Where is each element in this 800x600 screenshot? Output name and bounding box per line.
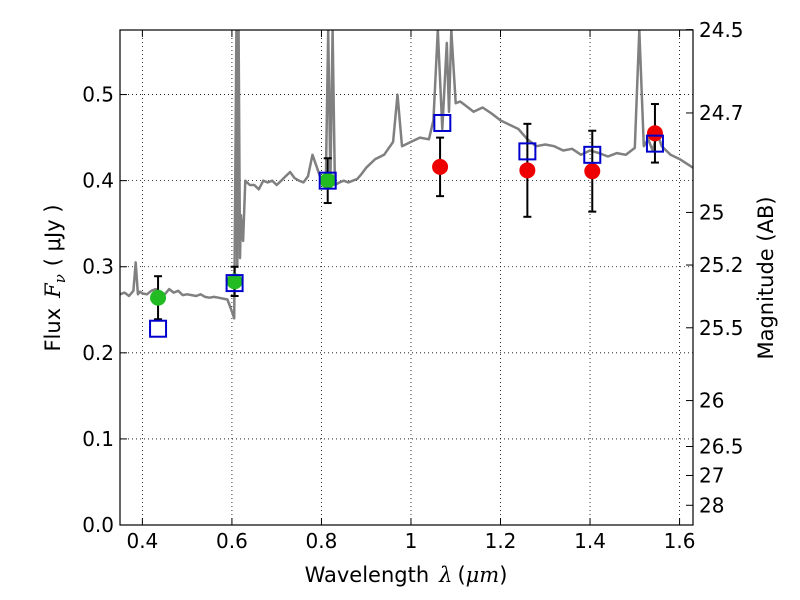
x-tick-label: 1.2 bbox=[485, 529, 517, 553]
y-tick-label: 0.3 bbox=[82, 255, 114, 279]
ticks bbox=[120, 29, 693, 526]
y-tick-label: 0.1 bbox=[82, 427, 114, 451]
x-tick-label: 0.4 bbox=[126, 529, 158, 553]
plot-area bbox=[120, 30, 693, 525]
right-tick-label: 25.5 bbox=[699, 316, 744, 340]
x-axis-label: Wavelength λ (μm) bbox=[305, 563, 508, 587]
x-tick-label: 1.6 bbox=[664, 529, 696, 553]
data-point bbox=[319, 172, 336, 189]
grid bbox=[120, 30, 693, 526]
right-tick-label: 25.2 bbox=[699, 253, 744, 277]
right-tick-label: 26.5 bbox=[699, 434, 744, 458]
right-tick-label: 25 bbox=[699, 200, 724, 224]
model-photometry-square bbox=[518, 142, 537, 161]
y-axis-label: Flux Fν ( μJy ) bbox=[41, 204, 69, 351]
spectrum-layer bbox=[120, 30, 693, 320]
x-tick-label: 0.8 bbox=[306, 529, 338, 553]
model-photometry-square bbox=[583, 145, 602, 164]
data-point bbox=[584, 163, 601, 180]
y-axis-label-text: Flux bbox=[41, 308, 65, 352]
tick-labels: 0.4 0.6 0.8 1 1.2 1.4 1.6 0.0 0.1 0.2 0.3 0.4 0.5 24.… bbox=[82, 18, 743, 553]
model-photometry-square bbox=[433, 113, 452, 132]
right-tick-label: 24.5 bbox=[699, 18, 744, 42]
x-tick-label: 0.6 bbox=[216, 529, 248, 553]
y-tick-label: 0.5 bbox=[82, 83, 114, 107]
x-axis-unit-close: ) bbox=[499, 563, 507, 587]
model-photometry-square bbox=[225, 274, 244, 293]
x-axis-unit-open: ( bbox=[457, 563, 465, 587]
marker-layer bbox=[149, 113, 664, 338]
x-tick-label: 1 bbox=[405, 529, 418, 553]
right-tick-label: 26 bbox=[699, 389, 724, 413]
y-tick-label: 0.4 bbox=[82, 169, 114, 193]
right-tick-label: 24.7 bbox=[699, 101, 744, 125]
model-photometry-square bbox=[318, 171, 337, 190]
model-photometry-square bbox=[645, 134, 664, 153]
spectrum-line bbox=[120, 30, 693, 320]
x-axis-label-text: Wavelength bbox=[305, 563, 430, 587]
y-tick-label: 0.0 bbox=[82, 513, 114, 537]
data-point bbox=[646, 125, 663, 142]
x-axis-unit: μm bbox=[466, 563, 500, 587]
data-point bbox=[226, 273, 243, 290]
y-axis-unit: ( μJy ) bbox=[41, 204, 65, 266]
y-axis-subscript: ν bbox=[51, 274, 69, 283]
right-tick-label: 27 bbox=[699, 463, 724, 487]
right-axis-label: Magnitude (AB) bbox=[754, 196, 778, 359]
model-photometry-square bbox=[149, 319, 168, 338]
x-axis-symbol: λ bbox=[438, 563, 452, 587]
right-tick-label: 28 bbox=[699, 493, 724, 517]
x-tick-label: 1.4 bbox=[574, 529, 606, 553]
y-axis-symbol: F bbox=[41, 282, 65, 299]
data-point bbox=[432, 158, 449, 175]
data-point bbox=[519, 162, 536, 179]
plot-frame bbox=[119, 29, 694, 526]
data-point bbox=[150, 289, 167, 306]
y-tick-label: 0.2 bbox=[82, 341, 114, 365]
